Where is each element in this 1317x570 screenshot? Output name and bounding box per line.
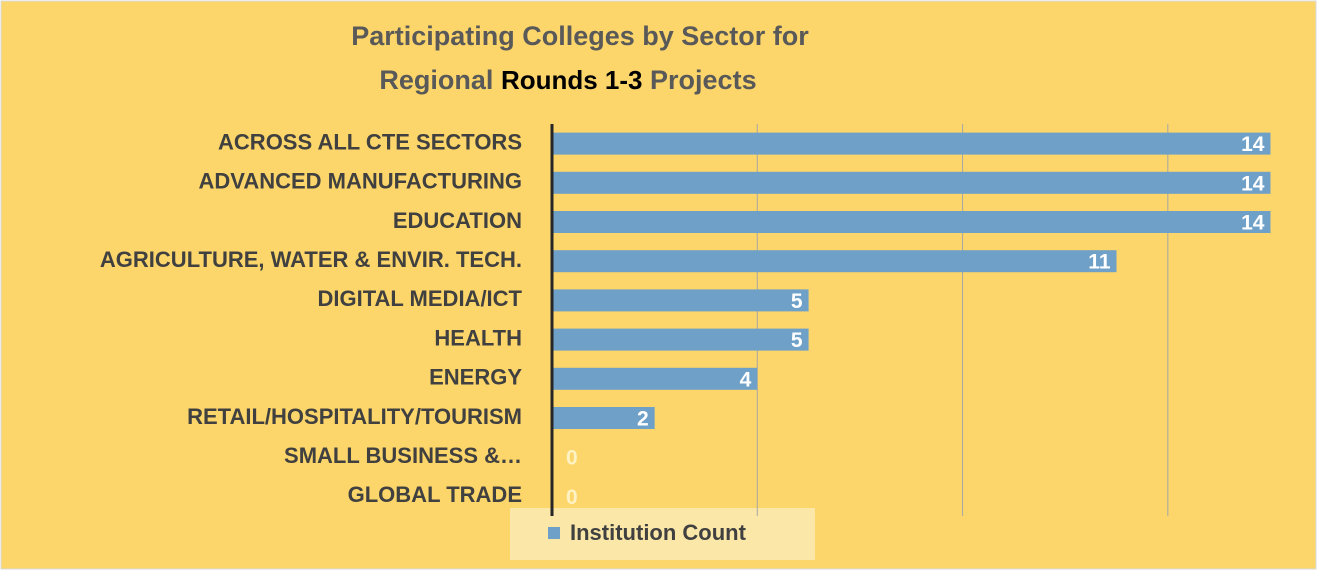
y-tick-label: ACROSS ALL CTE SECTORS: [218, 129, 522, 154]
y-tick-label: EDUCATION: [393, 208, 522, 233]
data-label: 5: [791, 329, 803, 352]
y-tick-label: HEALTH: [434, 325, 522, 350]
bar: [552, 171, 1271, 194]
bar: [552, 367, 758, 390]
legend-swatch: [548, 527, 560, 539]
bar: [552, 407, 655, 429]
legend-box: [510, 508, 815, 560]
bar: [552, 132, 1271, 155]
bar: [552, 328, 809, 351]
chart-title: Regional Rounds 1-3 Projects: [379, 65, 756, 95]
y-tick-label: DIGITAL MEDIA/ICT: [317, 286, 522, 311]
bar: [552, 211, 1271, 233]
data-label: 0: [566, 447, 578, 470]
data-label: 4: [740, 368, 752, 391]
data-label: 11: [1088, 251, 1111, 274]
legend-label: Institution Count: [570, 520, 747, 545]
y-tick-label: RETAIL/HOSPITALITY/TOURISM: [187, 404, 522, 429]
data-label: 5: [791, 290, 803, 313]
y-tick-label: AGRICULTURE, WATER & ENVIR. TECH.: [100, 247, 522, 272]
y-tick-label: SMALL BUSINESS &…: [284, 443, 522, 468]
data-label: 14: [1241, 172, 1265, 195]
y-tick-label: GLOBAL TRADE: [348, 482, 522, 507]
y-tick-label: ENERGY: [429, 365, 522, 390]
title-part: Regional: [379, 65, 493, 95]
title-highlight: Rounds 1-3: [501, 65, 643, 95]
bar: [552, 250, 1117, 273]
y-tick-label: ADVANCED MANUFACTURING: [199, 169, 522, 194]
title-part: Projects: [650, 65, 757, 95]
data-label: 0: [566, 486, 578, 509]
data-label: 14: [1241, 212, 1265, 235]
data-label: 2: [637, 408, 649, 431]
data-label: 14: [1241, 133, 1265, 156]
bar: [552, 289, 809, 312]
chart-title: Participating Colleges by Sector for: [351, 21, 809, 51]
